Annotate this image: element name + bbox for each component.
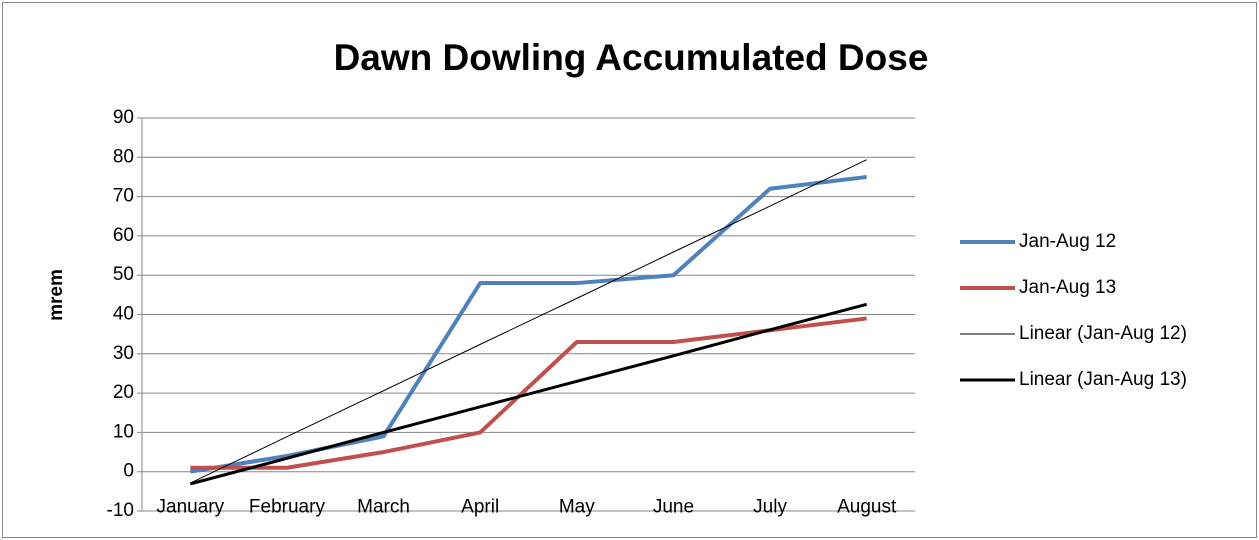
y-tick-label: -10 [107,500,134,521]
legend-label: Linear (Jan-Aug 12) [1019,323,1187,344]
chart-title: Dawn Dowling Accumulated Dose [334,37,929,78]
y-tick-label: 10 [113,421,134,442]
x-tick-label: June [653,497,694,518]
y-tick-label: 80 [113,146,134,167]
x-tick-label: May [559,497,595,518]
y-tick-label: 60 [113,225,134,246]
y-tick-label: 70 [113,186,134,207]
y-tick-label: 90 [113,107,134,128]
x-tick-label: January [157,497,225,518]
y-tick-label: 30 [113,343,134,364]
legend-label: Jan-Aug 13 [1019,277,1116,298]
x-tick-label: July [753,497,787,518]
y-tick-label: 40 [113,304,134,325]
x-tick-label: February [249,497,326,518]
x-tick-label: March [357,497,410,518]
series-line [190,316,867,470]
x-tick-label: August [837,497,897,518]
y-tick-label: 0 [123,461,134,482]
series-line [190,159,867,484]
series-line [189,302,868,486]
y-axis-title: mrem [46,269,67,321]
y-tick-label: 20 [113,382,134,403]
x-tick-label: April [461,497,499,518]
legend-label: Jan-Aug 12 [1019,231,1116,252]
y-tick-label: 50 [113,264,134,285]
legend-label: Linear (Jan-Aug 13) [1019,369,1187,390]
